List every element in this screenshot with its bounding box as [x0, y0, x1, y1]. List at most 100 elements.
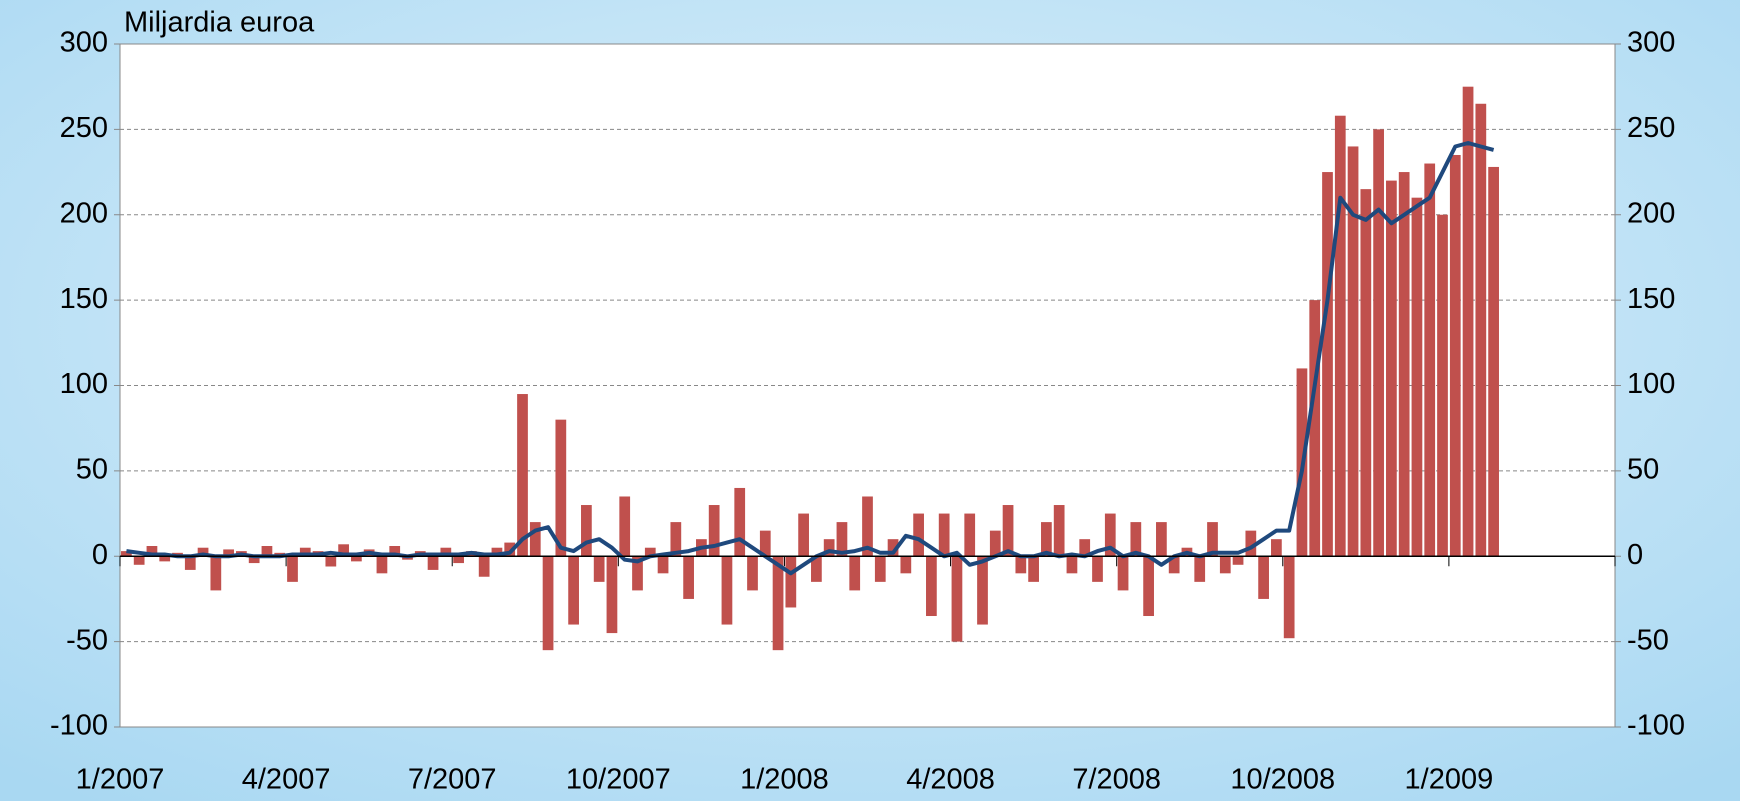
- y2-tick-label: -50: [1627, 624, 1669, 656]
- bar: [1322, 172, 1333, 557]
- bar: [299, 547, 311, 557]
- bar: [223, 549, 234, 557]
- bar: [1092, 556, 1103, 582]
- y-tick-label: 200: [60, 197, 108, 229]
- bar: [210, 556, 222, 591]
- bar: [1386, 180, 1397, 557]
- x-tick-label: 1/2009: [1405, 764, 1494, 796]
- y2-tick-label: 0: [1627, 539, 1643, 571]
- bar: [823, 539, 835, 557]
- bar: [529, 522, 541, 557]
- bar: [747, 556, 758, 591]
- y2-tick-label: 150: [1627, 283, 1675, 315]
- bar: [772, 556, 784, 651]
- bar: [606, 556, 618, 634]
- bar: [759, 530, 771, 557]
- bar: [1041, 522, 1052, 557]
- bar: [874, 556, 886, 582]
- bar: [325, 556, 337, 567]
- bar: [951, 556, 963, 642]
- bar: [593, 556, 605, 582]
- bar: [836, 522, 848, 557]
- x-tick-label: 4/2008: [906, 764, 995, 796]
- bar: [1028, 556, 1039, 582]
- x-tick-label: 10/2008: [1230, 764, 1335, 796]
- bar: [261, 546, 273, 557]
- y2-tick-label: 50: [1627, 454, 1659, 486]
- bar: [811, 556, 822, 582]
- bar: [977, 556, 988, 625]
- bar: [1449, 154, 1461, 557]
- y-axis-label: Miljardia euroa: [124, 7, 315, 39]
- bar: [287, 556, 298, 582]
- bar: [184, 556, 196, 570]
- bar: [849, 556, 861, 591]
- bar: [1130, 522, 1142, 557]
- bar: [989, 530, 1001, 557]
- bar: [1283, 556, 1295, 639]
- bar: [146, 546, 158, 557]
- bar: [351, 556, 362, 562]
- bar: [862, 496, 873, 557]
- bar: [1475, 103, 1487, 557]
- y-tick-label: -50: [66, 624, 108, 656]
- bar: [1156, 522, 1167, 557]
- bar: [568, 556, 579, 625]
- bar: [1232, 556, 1244, 565]
- bar: [121, 551, 132, 557]
- y2-tick-label: 250: [1627, 112, 1675, 144]
- bar: [938, 513, 950, 557]
- bar: [1424, 163, 1436, 557]
- bar: [644, 547, 656, 557]
- bar: [670, 522, 682, 557]
- bar: [1207, 522, 1218, 557]
- bar: [1168, 556, 1180, 574]
- bar: [478, 556, 490, 577]
- bar: [1066, 556, 1078, 574]
- line: [126, 141, 1495, 576]
- bar: [1271, 539, 1282, 557]
- y-tick-label: 0: [92, 539, 108, 571]
- bar: [1258, 556, 1269, 599]
- bar: [734, 487, 746, 557]
- bar: [1488, 166, 1499, 557]
- bar: [197, 547, 209, 557]
- bar: [964, 513, 976, 557]
- bar: [440, 547, 452, 557]
- y-tick-label: 150: [60, 283, 108, 315]
- bar: [504, 542, 516, 557]
- y-tick-label: 100: [60, 368, 108, 400]
- y-tick-label: 300: [60, 27, 108, 59]
- bar: [376, 556, 388, 574]
- bar: [491, 547, 503, 557]
- y2-tick-label: 200: [1627, 197, 1675, 229]
- x-tick-label: 1/2008: [740, 764, 829, 796]
- bar: [1219, 556, 1231, 574]
- bar: [913, 513, 924, 557]
- bar: [517, 394, 528, 557]
- bar: [632, 556, 643, 591]
- x-tick-label: 4/2007: [242, 764, 331, 796]
- bar: [1015, 556, 1027, 574]
- bar: [1360, 189, 1372, 557]
- bar: [338, 544, 349, 557]
- bar: [683, 556, 694, 599]
- y-tick-label: 250: [60, 112, 108, 144]
- bar: [1002, 505, 1014, 557]
- bar: [453, 556, 464, 564]
- x-tick-label: 7/2007: [408, 764, 497, 796]
- bar: [555, 419, 567, 557]
- bar: [1079, 539, 1091, 557]
- x-tick-label: 10/2007: [566, 764, 671, 796]
- bar: [900, 556, 912, 574]
- bar: [133, 556, 145, 565]
- y2-tick-label: -100: [1627, 710, 1685, 742]
- x-tick-label: 7/2008: [1072, 764, 1161, 796]
- bar: [427, 556, 439, 570]
- bar: [721, 556, 733, 625]
- y-tick-label: -100: [50, 710, 108, 742]
- bar: [542, 556, 554, 651]
- bar: [1373, 129, 1384, 557]
- bar: [248, 556, 260, 564]
- bar: [1411, 197, 1423, 557]
